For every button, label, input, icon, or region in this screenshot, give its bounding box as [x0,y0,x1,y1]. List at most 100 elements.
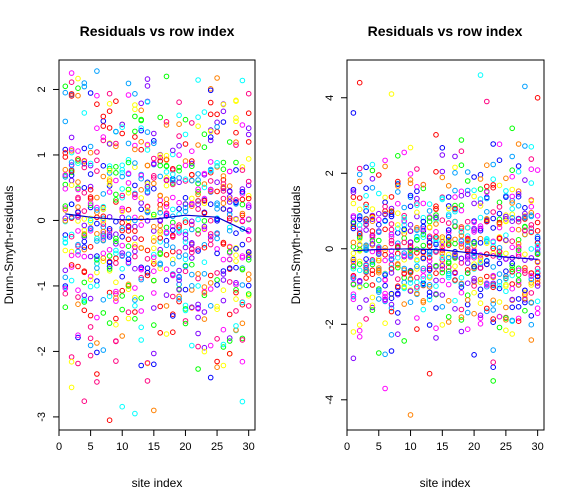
residual-point [144,378,151,384]
residual-point [62,174,69,180]
residual-point [182,217,189,223]
residual-point [395,254,401,261]
residual-point [182,252,189,258]
residual-point [382,251,388,258]
residual-point [356,165,363,172]
residual-point [81,83,88,90]
residual-point [452,194,458,200]
residual-point [395,222,401,228]
residual-point [509,296,516,303]
residual-point [484,273,490,280]
residual-point [220,173,227,179]
x-tick-label: 25 [211,441,223,453]
residual-point [496,282,503,289]
residual-point [414,326,420,332]
residual-point [522,231,528,238]
residual-point [420,234,427,240]
residual-point [522,227,528,234]
residual-point [401,239,408,246]
residual-point [125,170,132,177]
residual-point [144,181,151,187]
residual-point [119,227,125,234]
residual-point [113,164,119,170]
residual-point [163,169,170,175]
residual-point [151,211,157,218]
residual-point [376,221,382,228]
residual-point [226,183,233,189]
residual-point [94,282,100,289]
residual-point [445,236,452,243]
residual-point [414,188,420,195]
residual-point [350,239,357,246]
residual-point [62,186,69,192]
x-axis-label: site index [420,476,471,490]
residual-point [509,200,516,206]
residual-point [433,214,439,221]
residual-point [163,182,170,189]
residual-point [163,224,170,231]
residual-point [382,296,388,303]
residual-point [464,260,471,266]
residual-point [87,244,94,250]
residual-point [528,203,535,210]
residual-point [182,307,189,314]
residual-point [445,203,452,209]
residual-point [226,256,233,263]
residual-point [226,196,233,202]
residual-point [113,170,119,176]
residual-point [106,178,113,184]
residual-point [189,120,195,126]
residual-point [170,260,176,267]
y-tick-label: -3 [36,412,48,422]
residual-point [477,258,484,264]
residual-point [356,233,363,239]
residual-point [356,279,363,285]
residual-point [414,284,420,290]
residual-point [157,154,163,161]
residual-point [62,146,69,153]
residual-point [132,285,138,291]
residual-point [239,254,246,261]
residual-point [132,191,138,198]
residual-point [151,254,157,261]
residual-point [163,211,170,217]
residual-point [233,167,239,173]
residual-point [407,280,414,286]
residual-point [245,195,252,202]
residual-point [528,276,535,283]
residual-point [471,187,477,194]
residual-point [490,319,497,326]
residual-point [106,181,113,187]
residual-point [226,335,233,341]
y-tick-label: -4 [324,395,336,405]
residual-point [151,140,157,147]
residual-point [452,240,458,247]
residual-point [382,217,388,224]
residual-point [201,170,208,177]
plot-frame [58,59,256,431]
residual-point [132,142,138,149]
residual-point [68,172,75,179]
residual-point [182,141,189,147]
residual-point [106,108,113,114]
residual-point [534,251,541,258]
residual-point [477,300,484,307]
residual-point [515,191,522,197]
residual-point [401,149,408,156]
residual-point [151,407,157,414]
residual-point [226,338,233,344]
residual-point [189,160,195,167]
residual-point [477,223,484,229]
residual-point [87,215,94,222]
residual-point [452,219,458,225]
x-tick-label: 20 [179,441,191,453]
residual-point [220,277,227,283]
residual-point [106,253,113,259]
residual-point [132,410,138,417]
residual-point [464,218,471,225]
residual-point [94,220,100,227]
residual-point [401,338,408,344]
y-tick-label: -2 [324,319,336,329]
residual-point [426,243,433,249]
residual-point [163,152,170,159]
